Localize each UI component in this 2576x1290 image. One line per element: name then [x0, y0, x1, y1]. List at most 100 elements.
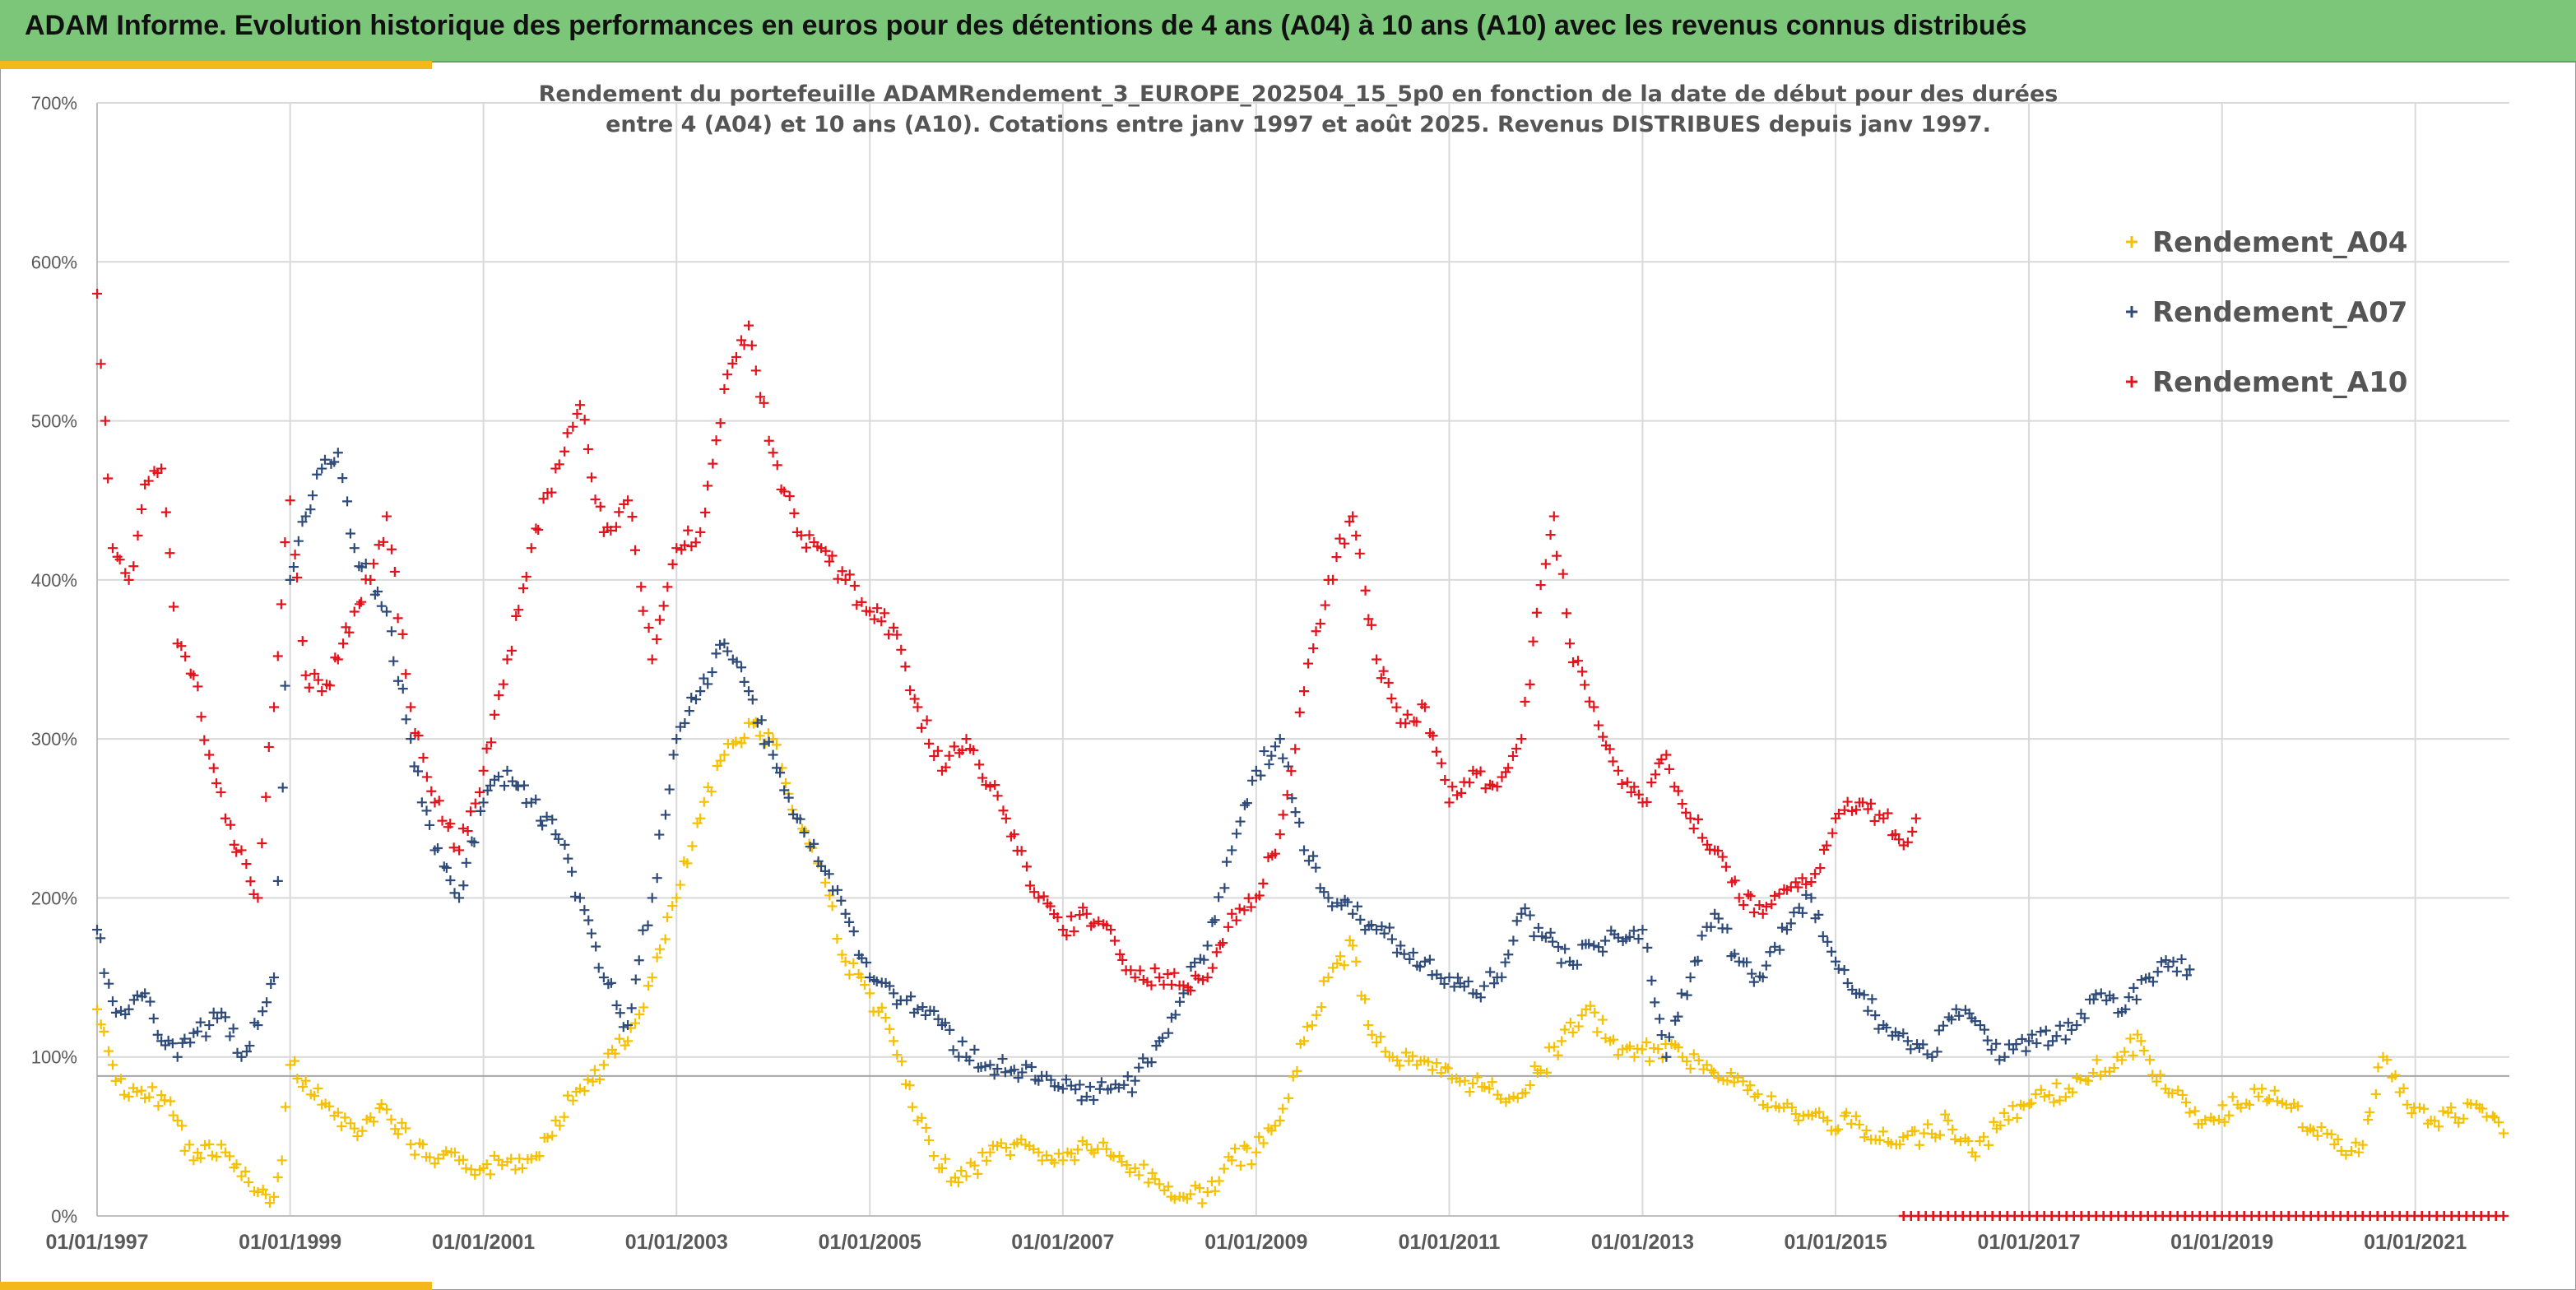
interp-point — [225, 1151, 235, 1162]
interp-point — [416, 797, 427, 808]
interp-point — [1801, 879, 1812, 889]
interp-point — [386, 626, 397, 637]
data-point — [1323, 893, 1334, 903]
interp-point — [662, 912, 673, 922]
interp-point — [2253, 1091, 2264, 1102]
x-tick-label: 01/01/2001 — [432, 1231, 535, 1254]
interp-point — [466, 806, 476, 817]
interp-point — [1743, 889, 1753, 900]
data-point — [1492, 782, 1502, 792]
interp-point — [764, 736, 774, 747]
interp-point — [920, 1009, 931, 1020]
interp-point — [921, 1122, 931, 1133]
interp-point — [801, 542, 811, 553]
interp-point — [120, 1009, 131, 1019]
interp-point — [1933, 1025, 1944, 1036]
interp-point — [680, 718, 690, 729]
interp-point — [2382, 1055, 2393, 1065]
data-point — [478, 797, 489, 808]
interp-point — [586, 928, 596, 939]
interp-point — [521, 571, 531, 582]
interp-point — [2407, 1108, 2417, 1119]
interp-point — [610, 522, 621, 532]
data-point — [2450, 1112, 2461, 1123]
data-point — [1444, 972, 1455, 983]
interp-point — [499, 781, 510, 791]
interp-point — [610, 1048, 620, 1059]
interp-point — [1801, 889, 1812, 900]
interp-point — [1946, 1014, 1956, 1025]
interp-point — [844, 916, 855, 927]
interp-point — [638, 1002, 649, 1013]
interp-point — [476, 805, 486, 816]
interp-point — [132, 1087, 142, 1097]
interp-point — [1702, 839, 1713, 850]
interp-point — [1098, 1137, 1109, 1148]
interp-point — [179, 1033, 190, 1044]
data-point — [1251, 1147, 1261, 1158]
interp-point — [1464, 1087, 1475, 1097]
interp-point — [461, 857, 471, 868]
data-point — [936, 1163, 947, 1174]
interp-point — [1367, 1029, 1377, 1040]
interp-point — [1355, 914, 1366, 925]
interp-point — [667, 559, 678, 569]
interp-point — [2438, 1106, 2448, 1116]
data-point — [2168, 956, 2179, 967]
title-banner: ADAM Informe. Evolution historique des p… — [0, 0, 2576, 63]
interp-point — [1624, 1041, 1635, 1051]
interp-point — [1593, 720, 1604, 731]
interp-point — [1664, 763, 1674, 774]
data-point — [1798, 1111, 1808, 1121]
interp-point — [449, 1147, 460, 1158]
interp-point — [1626, 787, 1636, 798]
interp-point — [290, 550, 300, 560]
interp-point — [266, 979, 276, 989]
data-point — [1444, 797, 1455, 808]
interp-point — [1463, 976, 1474, 986]
interp-point — [1841, 1107, 1852, 1118]
interp-point — [413, 730, 424, 740]
interp-point — [589, 1065, 600, 1075]
interp-point — [104, 1046, 114, 1056]
interp-point — [587, 1076, 598, 1087]
interp-point — [506, 645, 517, 656]
interp-point — [2049, 1097, 2059, 1107]
interp-point — [1383, 677, 1394, 688]
interp-point — [144, 1092, 155, 1102]
interp-point — [1664, 1032, 1674, 1042]
interp-point — [1380, 1046, 1390, 1057]
interp-point — [2108, 993, 2119, 1004]
interp-point — [1646, 777, 1657, 788]
interp-point — [1386, 934, 1397, 944]
interp-point — [595, 501, 606, 512]
interp-point — [1451, 790, 1462, 800]
interp-point — [583, 443, 593, 454]
data-point — [300, 511, 311, 522]
interp-point — [906, 991, 917, 1002]
interp-point — [856, 596, 867, 607]
data-point — [2120, 1004, 2131, 1014]
interp-point — [1685, 1063, 1696, 1074]
interp-point — [1336, 900, 1347, 911]
interp-point — [1815, 863, 1826, 874]
interp-point — [434, 796, 444, 806]
interp-point — [180, 651, 191, 661]
interp-point — [1109, 935, 1120, 946]
data-point — [1661, 749, 1672, 760]
interp-point — [1777, 922, 1788, 933]
interp-point — [944, 750, 954, 761]
interp-point — [1706, 921, 1716, 932]
interp-point — [1070, 1155, 1080, 1166]
interp-point — [929, 1005, 940, 1016]
data-point — [1009, 1065, 1019, 1075]
interp-point — [1468, 1078, 1478, 1088]
interp-point — [136, 1085, 146, 1096]
data-point — [1757, 908, 1768, 919]
interp-point — [2398, 1083, 2409, 1093]
interp-point — [1399, 949, 1409, 959]
data-point — [269, 702, 280, 712]
interp-point — [2163, 962, 2174, 972]
data-point — [1057, 1084, 1068, 1094]
interp-point — [1042, 1150, 1052, 1161]
